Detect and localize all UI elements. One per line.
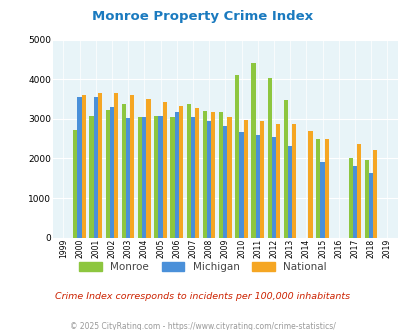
Bar (190, 117, 194, 238)
Bar (227, 117, 231, 238)
Bar (267, 78, 271, 238)
Bar (109, 107, 114, 238)
Bar (122, 104, 126, 238)
Bar (275, 124, 279, 238)
Bar (186, 104, 190, 238)
Bar (98, 93, 102, 238)
Bar (251, 63, 255, 238)
Bar (368, 173, 372, 238)
Legend: Monroe, Michigan, National: Monroe, Michigan, National (75, 258, 330, 276)
Bar (308, 131, 312, 238)
Bar (239, 132, 243, 238)
Bar (287, 146, 292, 238)
Bar (194, 108, 199, 238)
Bar (138, 117, 142, 238)
Bar (174, 112, 178, 238)
Bar (324, 139, 328, 238)
Bar (126, 117, 130, 238)
Bar (77, 97, 81, 238)
Bar (234, 75, 239, 238)
Bar (105, 110, 109, 238)
Bar (348, 158, 352, 238)
Bar (255, 135, 259, 238)
Bar (315, 139, 320, 238)
Bar (130, 95, 134, 238)
Bar (271, 137, 275, 238)
Bar (243, 119, 247, 238)
Bar (372, 150, 377, 238)
Bar (356, 144, 360, 238)
Bar (202, 111, 207, 238)
Bar (178, 106, 183, 238)
Bar (73, 130, 77, 238)
Bar (207, 121, 211, 238)
Bar (320, 162, 324, 238)
Bar (283, 100, 287, 238)
Text: Crime Index corresponds to incidents per 100,000 inhabitants: Crime Index corresponds to incidents per… (55, 292, 350, 301)
Bar (218, 112, 223, 238)
Bar (94, 97, 98, 238)
Text: Monroe Property Crime Index: Monroe Property Crime Index (92, 10, 313, 23)
Bar (211, 112, 215, 238)
Bar (114, 93, 118, 238)
Bar (352, 166, 356, 238)
Text: © 2025 CityRating.com - https://www.cityrating.com/crime-statistics/: © 2025 CityRating.com - https://www.city… (70, 322, 335, 330)
Bar (364, 160, 368, 238)
Bar (89, 115, 94, 238)
Bar (146, 99, 150, 238)
Bar (158, 116, 162, 238)
Bar (162, 102, 166, 238)
Bar (170, 117, 174, 238)
Bar (259, 121, 263, 238)
Bar (154, 115, 158, 238)
Bar (292, 124, 296, 238)
Bar (142, 117, 146, 238)
Bar (223, 126, 227, 238)
Bar (81, 95, 85, 238)
